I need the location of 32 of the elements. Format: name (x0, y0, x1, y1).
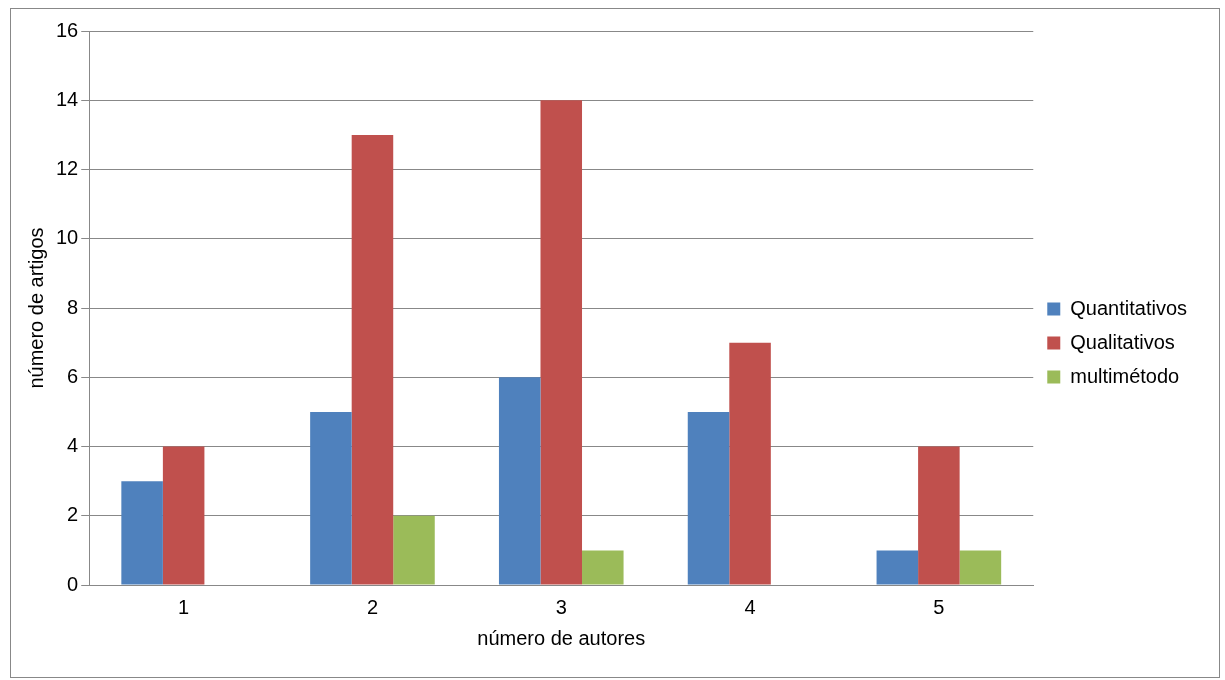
y-tick-label: 4 (67, 434, 79, 457)
x-tick-label: 4 (744, 595, 756, 618)
y-tick-label: 16 (56, 18, 79, 41)
y-tick-label: 14 (56, 87, 79, 110)
bar (351, 134, 394, 585)
bar (498, 377, 541, 585)
bar (540, 100, 583, 585)
legend-label: Quantitativos (1070, 296, 1188, 319)
x-tick-label: 1 (178, 595, 190, 618)
y-axis-title: número de artigos (24, 227, 47, 389)
bar (393, 515, 435, 585)
y-tick-label: 2 (67, 503, 79, 526)
bar (959, 550, 1002, 585)
x-tick-label: 3 (555, 595, 567, 618)
bar (918, 446, 960, 585)
y-tick-label: 6 (67, 364, 79, 387)
bar (582, 550, 624, 585)
bar (729, 342, 771, 585)
bar (310, 411, 352, 585)
bar (687, 411, 730, 585)
x-tick-label: 2 (366, 595, 379, 618)
y-tick-label: 0 (67, 572, 79, 595)
legend-label: multimétodo (1070, 364, 1180, 387)
y-tick-label: 12 (56, 157, 79, 180)
y-tick-label: 10 (56, 226, 79, 249)
bar (121, 481, 163, 585)
legend-label: Qualitativos (1070, 330, 1175, 353)
x-tick-label: 5 (933, 595, 945, 618)
y-tick-label: 8 (67, 295, 79, 318)
x-axis-title: número de autores (477, 626, 646, 649)
bar (162, 446, 205, 585)
bar (876, 550, 919, 585)
